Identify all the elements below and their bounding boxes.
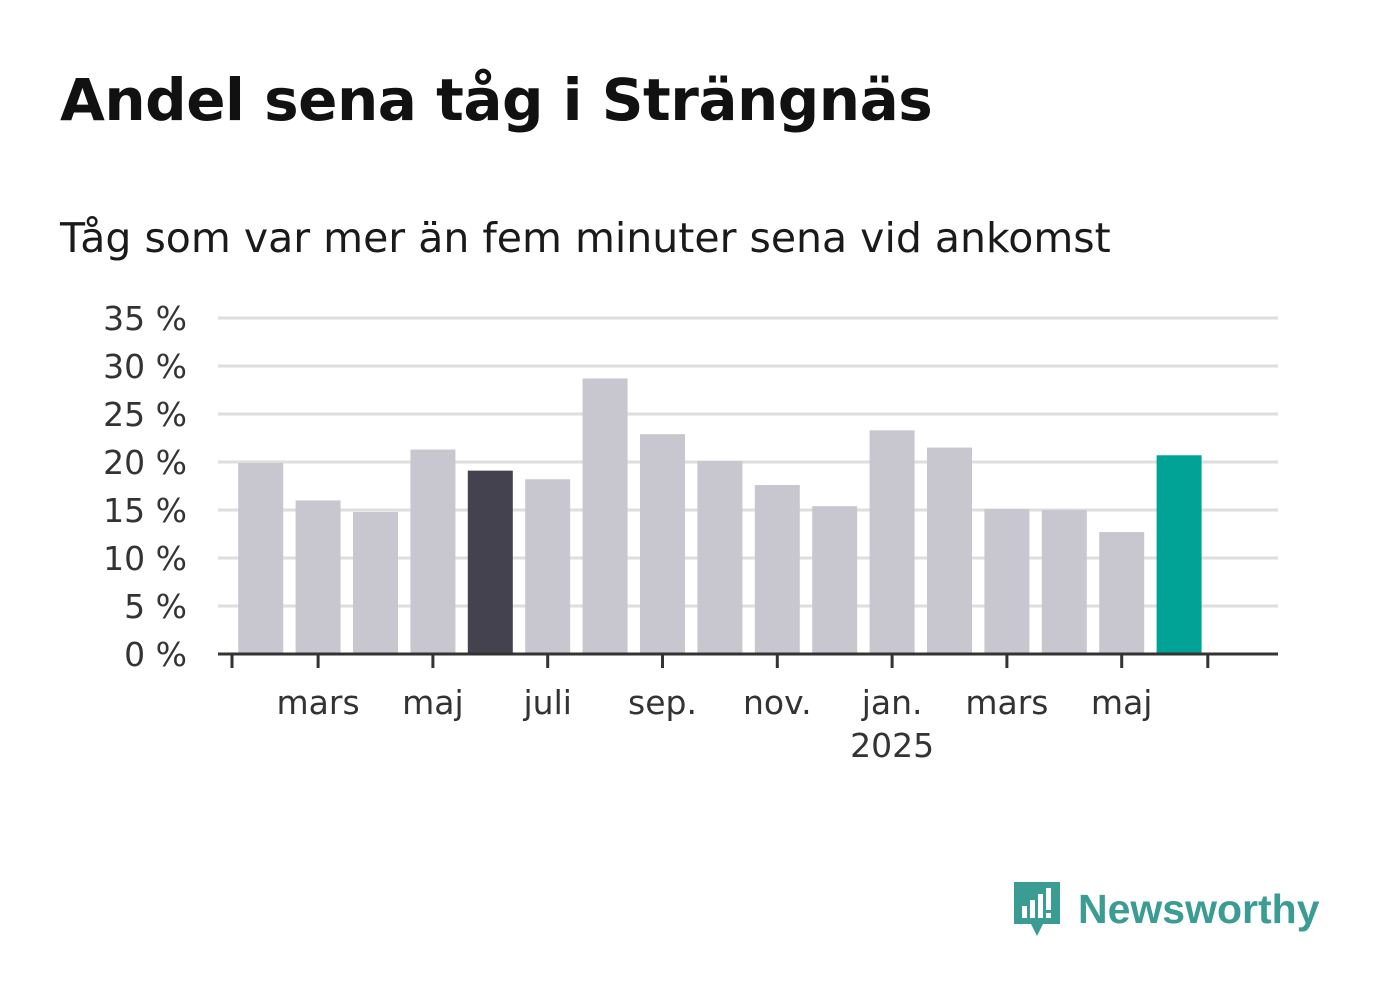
bar [640, 434, 685, 654]
y-tick-label: 5 % [124, 587, 187, 626]
x-tick-label: maj [1091, 683, 1153, 722]
y-tick-label: 25 % [103, 395, 187, 434]
bar [582, 378, 628, 654]
bar [467, 470, 513, 654]
x-tick-label: mars [277, 683, 360, 722]
y-tick-label: 30 % [103, 347, 187, 386]
bar [525, 479, 571, 654]
x-tick-label: maj [402, 683, 464, 722]
bar [869, 430, 915, 654]
chart-title: Andel sena tåg i Strängnäs [60, 66, 933, 134]
bar [410, 449, 456, 654]
bar [754, 485, 800, 654]
bar [927, 447, 972, 654]
bar [238, 462, 284, 654]
bars [238, 378, 1202, 654]
bar [1099, 532, 1145, 654]
bar [812, 506, 858, 654]
x-tick-label: jan. [861, 683, 923, 722]
bar [1041, 510, 1087, 654]
y-tick-label: 0 % [124, 635, 187, 674]
x-tick-label: mars [965, 683, 1048, 722]
chart-subtitle: Tåg som var mer än fem minuter sena vid … [60, 214, 1111, 262]
bar [295, 500, 341, 654]
y-tick-label: 15 % [103, 491, 187, 530]
bar [984, 509, 1030, 654]
bar [1156, 455, 1202, 654]
x-tick-label: sep. [628, 683, 697, 722]
tick-labels: 0 % 5 % 10 % 15 % 20 % 25 % 30 % 35 % mars maj jul… [103, 299, 1152, 765]
x-tick-label: juli [522, 683, 571, 722]
y-tick-label: 20 % [103, 443, 187, 482]
axes [218, 652, 1278, 668]
bar [697, 461, 743, 654]
bar [353, 511, 398, 654]
brand-name: Newsworthy [1078, 885, 1320, 932]
x-tick-year-label: 2025 [850, 726, 934, 765]
y-tick-label: 10 % [103, 539, 187, 578]
newsworthy-brand: Newsworthy [1010, 878, 1320, 940]
bar-chart-speech-bubble-icon [1014, 882, 1060, 936]
x-tick-label: nov. [743, 683, 812, 722]
y-tick-label: 35 % [103, 299, 187, 338]
